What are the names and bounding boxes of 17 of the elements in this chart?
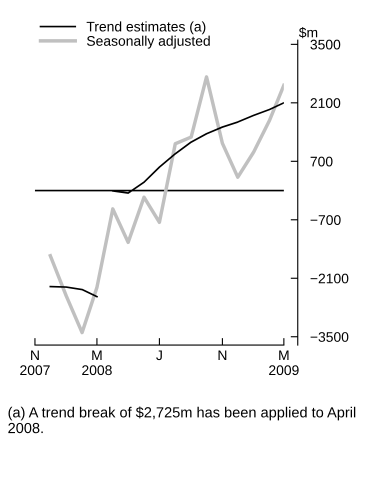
x-tick-label: M 2008	[82, 350, 112, 376]
x-tick-label: M 2009	[269, 350, 299, 376]
x-tick-label: J	[156, 350, 162, 360]
y-tick-label: −2100	[310, 274, 348, 284]
y-tick-label: 2100	[310, 98, 340, 108]
y-tick-label: 700	[310, 156, 333, 166]
text: (a) A trend break of $2,725m has been applied to April 2008.	[8, 406, 356, 434]
y-tick-label: 3500	[310, 40, 340, 50]
legend-label: Trend estimates (a)	[86, 21, 206, 34]
legend-label: Seasonally adjusted	[86, 36, 210, 49]
y-axis-title: $m	[298, 27, 318, 38]
x-tick-label: N	[218, 350, 226, 360]
x-tick-label: N 2007	[20, 350, 50, 376]
y-tick-label: −3500	[310, 332, 348, 342]
y-tick-label: −700	[310, 215, 341, 225]
line-series	[49, 286, 98, 298]
line-series	[48, 75, 284, 334]
